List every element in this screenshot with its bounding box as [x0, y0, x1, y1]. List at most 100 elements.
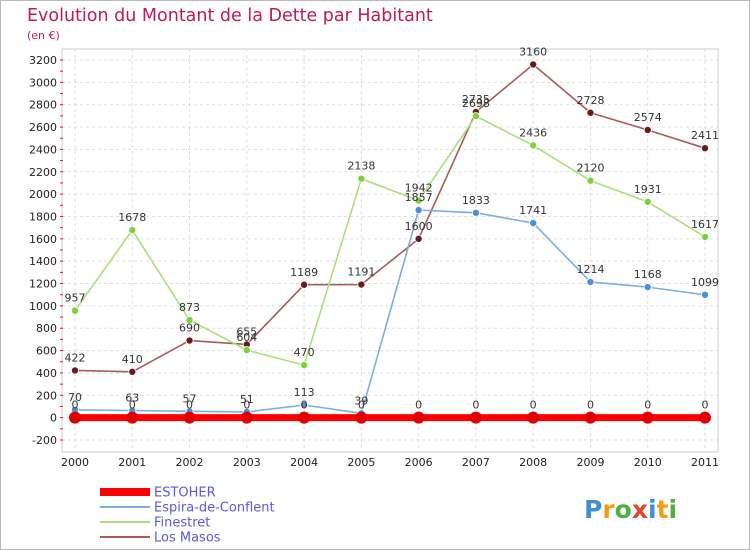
- data-label-estoher: 0: [530, 399, 537, 412]
- series-line-espira-de-conflent: [74, 209, 706, 415]
- data-label-los-masos: 690: [179, 322, 200, 335]
- x-tick-label: 2004: [290, 456, 318, 469]
- legend-label-finestret: Finestret: [154, 516, 210, 531]
- data-point-finestret: [586, 176, 595, 185]
- data-point-espira-de-conflent: [701, 290, 710, 299]
- x-tick-label: 2005: [347, 456, 375, 469]
- x-tick-label: 2008: [519, 456, 547, 469]
- data-label-los-masos: 2574: [634, 111, 662, 124]
- data-point-espira-de-conflent: [529, 219, 538, 228]
- data-label-los-masos: 2411: [691, 129, 719, 142]
- data-point-los-masos: [185, 336, 194, 345]
- x-tick-label: 2007: [462, 456, 490, 469]
- data-label-finestret: 470: [294, 346, 315, 359]
- y-tick-label: 400: [36, 367, 57, 380]
- data-label-los-masos: 422: [65, 351, 86, 364]
- data-label-estoher: 0: [587, 399, 594, 412]
- data-label-estoher: 0: [644, 399, 651, 412]
- data-point-finestret: [471, 112, 480, 121]
- data-label-estoher: 0: [702, 399, 709, 412]
- y-tick-label: 1200: [29, 278, 57, 291]
- data-label-espira-de-conflent: 57: [183, 392, 197, 405]
- data-label-espira-de-conflent: 1833: [462, 194, 490, 207]
- data-point-los-masos: [128, 367, 137, 376]
- legend-label-espira-de-conflent: Espira-de-Conflent: [154, 501, 275, 516]
- data-point-los-masos: [300, 280, 309, 289]
- data-point-los-masos: [357, 280, 366, 289]
- grid-lines: [61, 48, 719, 453]
- data-point-estoher: [699, 411, 711, 424]
- data-point-los-masos: [701, 144, 710, 153]
- data-point-espira-de-conflent: [471, 208, 480, 217]
- y-tick-label: 3000: [29, 76, 57, 89]
- logo-letter: P: [584, 495, 602, 524]
- data-label-finestret: 1931: [634, 183, 662, 196]
- data-label-finestret: 873: [179, 301, 200, 314]
- logo-letter: o: [615, 495, 632, 524]
- data-point-los-masos: [529, 60, 538, 69]
- data-point-finestret: [185, 316, 194, 325]
- data-label-estoher: 0: [301, 399, 308, 412]
- y-tick-label: 2200: [29, 166, 57, 179]
- data-point-estoher: [298, 411, 311, 424]
- data-point-los-masos: [643, 125, 652, 134]
- data-label-estoher: 0: [72, 399, 79, 412]
- data-point-finestret: [128, 226, 137, 235]
- data-label-los-masos: 1600: [405, 220, 433, 233]
- legend-label-los-masos: Los Masos: [154, 531, 221, 546]
- series-lines: [74, 63, 706, 422]
- data-labels: 422 410 690 655 1189 1191 1600 2735 3160 2728 2574…: [65, 45, 720, 411]
- data-label-espira-de-conflent: 113: [294, 386, 315, 399]
- data-label-finestret: 2120: [576, 162, 604, 175]
- data-label-espira-de-conflent: 1168: [634, 268, 662, 281]
- data-label-estoher: 0: [415, 399, 422, 412]
- plot-area: [61, 48, 719, 453]
- legend-swatch-estoher: [100, 488, 150, 496]
- y-tick-label: -200: [32, 434, 57, 447]
- y-tick-label: 600: [36, 345, 57, 358]
- logo-wordmark: Proxiti: [584, 495, 677, 524]
- data-point-finestret: [701, 232, 710, 241]
- data-label-finestret: 2698: [462, 97, 490, 110]
- y-tick-label: 1600: [29, 233, 57, 246]
- x-tick-label: 2006: [405, 456, 433, 469]
- data-label-espira-de-conflent: 1099: [691, 276, 719, 289]
- data-point-espira-de-conflent: [300, 401, 309, 410]
- data-label-estoher: 0: [472, 399, 479, 412]
- x-tick-label: 2001: [118, 456, 146, 469]
- data-point-finestret: [300, 361, 309, 370]
- data-point-estoher: [641, 411, 654, 424]
- data-label-los-masos: 1189: [290, 266, 318, 279]
- logo-letter: t: [657, 495, 669, 524]
- data-label-finestret: 957: [65, 292, 86, 305]
- data-point-estoher: [126, 411, 139, 424]
- legend-label-estoher: ESTOHER: [154, 486, 216, 501]
- data-point-estoher: [240, 411, 253, 424]
- y-tick-label: 2800: [29, 99, 57, 112]
- x-tick-label: 2010: [634, 456, 662, 469]
- data-point-finestret: [414, 196, 423, 205]
- chart-title: Evolution du Montant de la Dette par Hab…: [27, 6, 433, 26]
- data-point-los-masos: [71, 366, 80, 375]
- data-label-espira-de-conflent: 63: [125, 392, 139, 405]
- logo-letter: r: [602, 495, 615, 524]
- data-point-espira-de-conflent: [414, 206, 423, 215]
- data-label-los-masos: 1191: [347, 266, 375, 279]
- data-label-finestret: 2138: [347, 160, 375, 173]
- data-point-finestret: [242, 346, 251, 355]
- data-point-estoher: [584, 411, 597, 424]
- y-tick-label: 1000: [29, 300, 57, 313]
- x-tick-label: 2003: [233, 456, 261, 469]
- data-points: [69, 60, 711, 424]
- y-tick-label: 1800: [29, 210, 57, 223]
- y-tick-label: 0: [50, 412, 57, 425]
- data-label-finestret: 1678: [118, 211, 146, 224]
- x-tick-label: 2000: [61, 456, 89, 469]
- data-point-estoher: [527, 411, 540, 424]
- data-label-los-masos: 2735: [462, 93, 490, 106]
- data-label-finestret: 2436: [519, 126, 547, 139]
- data-point-finestret: [529, 141, 538, 150]
- y-tick-label: 2000: [29, 188, 57, 201]
